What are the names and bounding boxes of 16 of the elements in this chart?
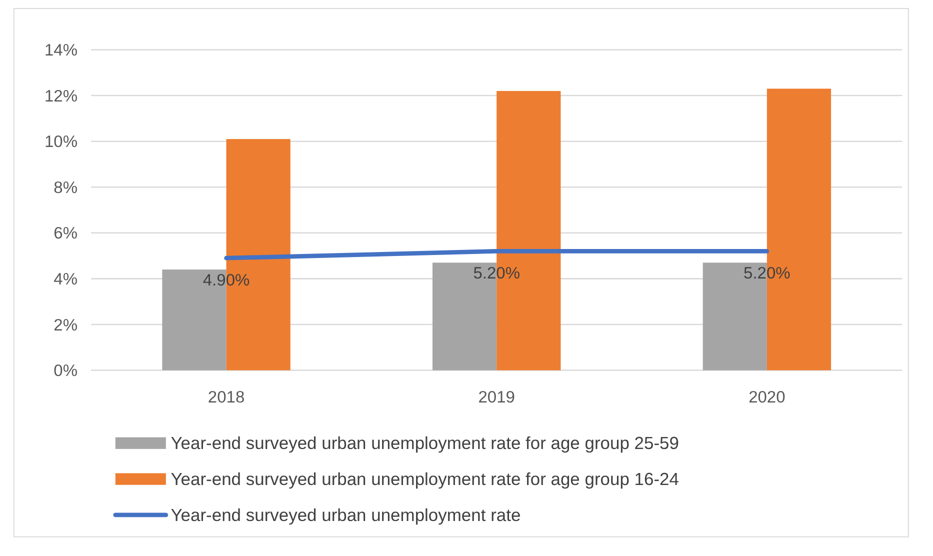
data-label: 5.20% [744,264,791,282]
y-tick-label: 14% [44,42,78,60]
y-tick-label: 2% [54,316,78,334]
legend-label: Year-end surveyed urban unemployment rate for age group 25-59 [170,433,679,454]
x-tick-label: 2018 [208,388,245,406]
y-tick-label: 4% [54,270,78,288]
x-tick-label: 2020 [748,388,786,406]
y-tick-label: 0% [54,362,78,380]
y-tick-label: 10% [44,133,78,152]
x-tick-label: 2019 [478,388,515,406]
data-label: 5.20% [473,264,520,282]
y-tick-label: 6% [54,224,78,243]
legend-label: Year-end surveyed urban unemployment rate for age group 16-24 [170,469,680,490]
y-tick-label: 8% [54,178,78,197]
legend-label: Year-end surveyed urban unemployment rate [170,505,521,526]
y-tick-label: 12% [44,87,78,106]
